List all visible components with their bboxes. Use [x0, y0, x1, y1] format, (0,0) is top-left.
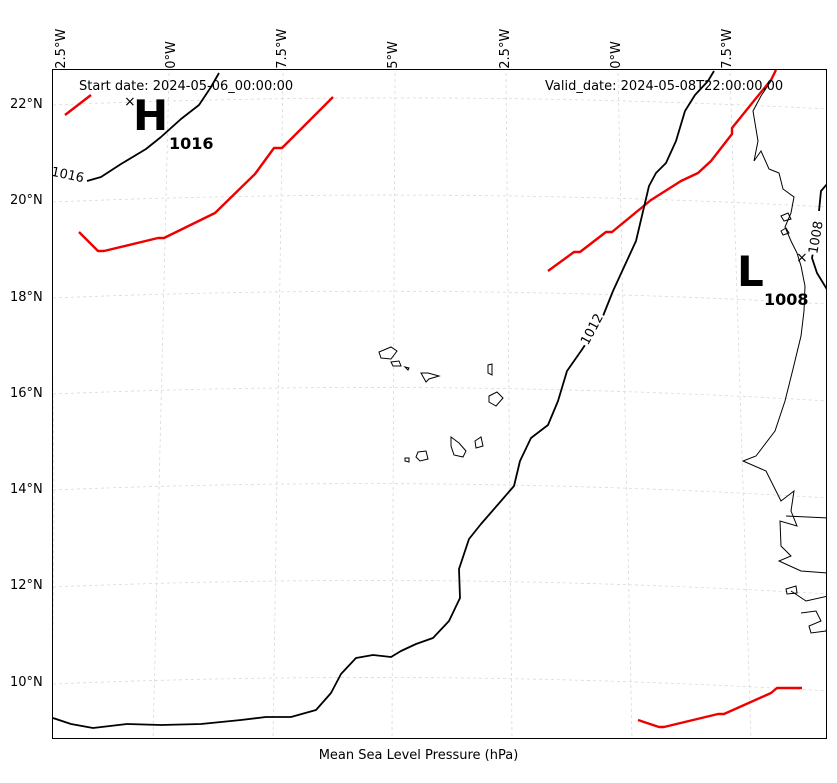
high-pressure-symbol: H — [133, 91, 169, 140]
coastline-africa — [741, 80, 826, 634]
lat-label-10n: 10°N — [10, 675, 43, 690]
map-panel[interactable]: × H 1016 × L 1008 1016 1012 1008 — [52, 69, 827, 739]
island-boa-vista — [488, 391, 504, 407]
coast-islands — [780, 212, 798, 595]
parallel-10n — [53, 677, 826, 692]
highlight-lines — [64, 70, 802, 729]
island-santa-luzia — [403, 366, 410, 371]
parallel-18n — [53, 290, 826, 305]
red-line-nw — [64, 94, 92, 116]
island-santiago — [450, 436, 467, 458]
lat-label-14n: 14°N — [10, 482, 43, 497]
lat-label-22n: 22°N — [10, 97, 43, 112]
isobar-1016 — [86, 72, 220, 182]
island-fogo — [415, 450, 429, 462]
island-brava — [404, 457, 410, 463]
meridian-30w — [152, 72, 170, 738]
high-pressure-value: 1016 — [169, 134, 214, 153]
parallel-12n — [53, 580, 826, 595]
low-center-marker-icon: × — [796, 250, 808, 266]
meridian-17-5w — [729, 72, 752, 738]
map-canvas — [53, 70, 826, 738]
isobars — [53, 70, 826, 729]
start-date-label: Start date: 2024-05-06_00:00:00 — [79, 79, 294, 94]
meridian-22-5w — [505, 72, 513, 738]
low-pressure-symbol: L — [737, 247, 764, 296]
meridian-20w — [617, 72, 633, 738]
isobar-1008-top — [818, 183, 826, 212]
graticule — [53, 72, 826, 738]
meridian-27-5w — [272, 72, 284, 738]
island-sao-vicente — [390, 360, 402, 367]
island-santo-antao — [378, 346, 398, 360]
parallel-20n — [53, 194, 826, 208]
lat-label-16n: 16°N — [10, 386, 43, 401]
cape-verde-islands — [378, 346, 504, 463]
low-pressure-value: 1008 — [764, 290, 809, 309]
red-line-south — [637, 686, 802, 729]
red-line-north — [78, 96, 334, 253]
valid-date-label: Valid_date: 2024-05-08T22:00:00.00 — [545, 79, 784, 94]
isobar-1012 — [53, 70, 715, 729]
lat-label-12n: 12°N — [10, 578, 43, 593]
parallel-16n — [53, 387, 826, 402]
island-sal — [487, 363, 493, 376]
high-center-marker-icon: × — [124, 94, 136, 110]
lat-label-18n: 18°N — [10, 290, 43, 305]
island-maio — [474, 436, 484, 449]
island-sao-nicolau — [420, 372, 441, 383]
parallel-22n — [53, 97, 826, 110]
map-caption: Mean Sea Level Pressure (hPa) — [318, 748, 519, 763]
red-line-east — [547, 70, 778, 272]
parallel-14n — [53, 483, 826, 499]
meridian-25w — [391, 72, 396, 738]
lat-label-20n: 20°N — [10, 193, 43, 208]
